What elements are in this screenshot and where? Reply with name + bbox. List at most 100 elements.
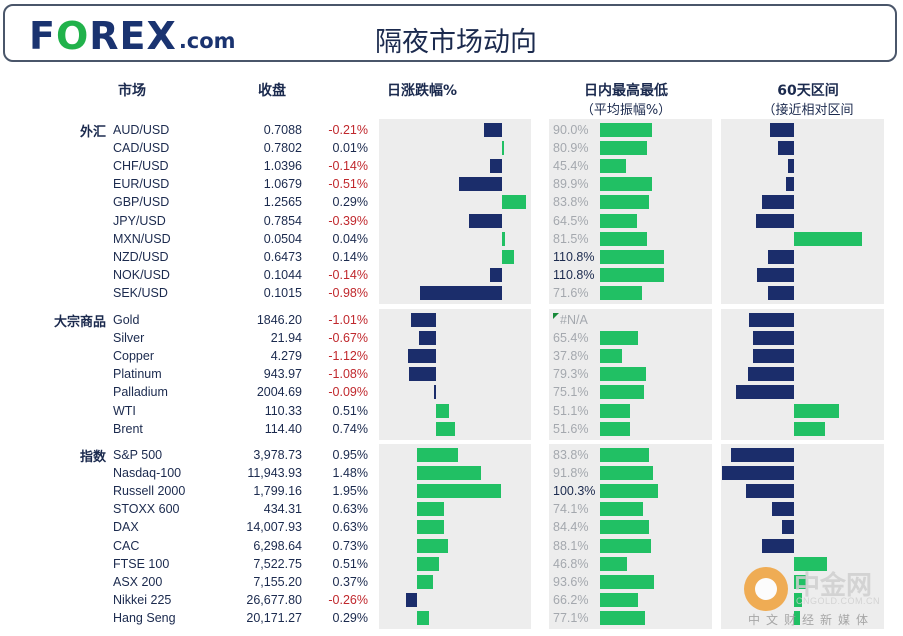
close-value: 943.97 xyxy=(263,367,302,382)
close-value: 1.2565 xyxy=(263,195,302,210)
logo-suffix: .com xyxy=(178,29,236,53)
instrument-name: ASX 200 xyxy=(113,574,163,589)
close-value: 1.0679 xyxy=(263,177,302,192)
table-row: Nikkei 225 26,677.80 -0.26% 66.2% xyxy=(0,591,903,609)
range60-bar xyxy=(736,385,794,400)
daily-change-bar xyxy=(484,123,502,137)
daily-change-value: 0.04% xyxy=(332,231,368,246)
intraday-range-value: 88.1% xyxy=(553,538,589,553)
daily-change-value: -0.98% xyxy=(328,285,368,300)
intraday-range-value: 110.8% xyxy=(553,267,595,282)
intraday-range-bar xyxy=(600,177,653,192)
intraday-range-value: 66.2% xyxy=(553,592,589,607)
range60-panel xyxy=(721,119,884,304)
intraday-range-value: 91.8% xyxy=(553,466,589,481)
instrument-name: NZD/USD xyxy=(113,249,169,264)
table-row: STOXX 600 434.31 0.63% 74.1% xyxy=(0,500,903,518)
daily-change-bar xyxy=(502,141,504,156)
daily-change-bar xyxy=(417,484,501,499)
instrument-name: Hang Seng xyxy=(113,610,176,625)
instrument-name: S&P 500 xyxy=(113,448,163,462)
daily-change-bar xyxy=(459,177,502,192)
intraday-range-value: 83.8% xyxy=(553,448,589,462)
instrument-name: Copper xyxy=(113,349,154,364)
instrument-name: Nasdaq-100 xyxy=(113,466,182,481)
daily-change-panel xyxy=(379,309,531,440)
column-subheader-range60: （接近相对区间 xyxy=(762,103,854,118)
daily-change-value: -0.14% xyxy=(328,267,368,282)
range60-bar xyxy=(767,285,794,300)
intraday-range-value: 90.0% xyxy=(553,123,589,137)
close-value: 1.0396 xyxy=(263,159,302,174)
range60-bar xyxy=(786,177,794,192)
forex-logo[interactable]: FOREX .com xyxy=(29,16,236,56)
daily-change-value: 0.51% xyxy=(332,556,368,571)
intraday-range-bar xyxy=(600,141,647,156)
daily-change-value: 0.74% xyxy=(332,421,368,436)
close-value: 434.31 xyxy=(263,502,302,517)
close-value: 7,522.75 xyxy=(253,556,302,571)
close-value: 4.279 xyxy=(270,349,302,364)
range60-bar xyxy=(753,349,794,364)
daily-change-bar xyxy=(502,231,506,246)
category-label: 外汇 xyxy=(79,125,106,140)
table-row: Hang Seng 20,171.27 0.29% 77.1% xyxy=(0,609,903,627)
daily-change-bar xyxy=(502,195,527,210)
table-row: NOK/USD 0.1044 -0.14% 110.8% xyxy=(0,266,903,284)
intraday-range-value: 110.8% xyxy=(553,249,595,264)
daily-change-bar xyxy=(410,313,436,327)
intraday-range-value: 75.1% xyxy=(553,385,589,400)
daily-change-bar xyxy=(490,267,502,282)
table-row: Silver 21.94 -0.67% 65.4% xyxy=(0,329,903,347)
daily-change-bar xyxy=(436,421,455,436)
close-value: 2004.69 xyxy=(256,385,302,400)
daily-change-bar xyxy=(417,556,439,571)
column-header-market: 市场 xyxy=(118,83,146,99)
category-label: 指数 xyxy=(79,450,106,465)
instrument-name: Silver xyxy=(113,331,145,346)
daily-change-value: 1.95% xyxy=(332,484,368,499)
intraday-range-bar xyxy=(600,231,648,246)
range60-bar xyxy=(747,367,794,382)
range60-bar xyxy=(794,592,802,607)
daily-change-value: -1.12% xyxy=(328,349,368,364)
column-header-daily-change: 日涨跌幅% xyxy=(386,83,458,99)
daily-change-bar xyxy=(408,349,436,364)
instrument-name: SEK/USD xyxy=(113,285,168,300)
close-value: 1,799.16 xyxy=(253,484,302,499)
intraday-range-bar xyxy=(600,520,649,535)
daily-change-bar xyxy=(419,285,502,300)
instrument-name: GBP/USD xyxy=(113,195,170,210)
daily-change-bar xyxy=(417,448,458,462)
daily-change-value: 0.29% xyxy=(332,195,368,210)
daily-change-value: -0.09% xyxy=(328,385,368,400)
table-row: GBP/USD 1.2565 0.29% 83.8% xyxy=(0,193,903,211)
intraday-range-bar xyxy=(600,448,649,462)
table-row: SEK/USD 0.1015 -0.98% 71.6% xyxy=(0,284,903,302)
intraday-range-value: 64.5% xyxy=(553,213,589,228)
table-row: AUD/USD 0.7088 -0.21% 90.0% xyxy=(0,121,903,139)
close-value: 7,155.20 xyxy=(253,574,302,589)
close-value: 11,943.93 xyxy=(247,466,302,481)
table-row: MXN/USD 0.0504 0.04% 81.5% xyxy=(0,230,903,248)
intraday-range-bar xyxy=(600,123,653,137)
intraday-range-bar xyxy=(600,592,639,607)
daily-change-value: -0.21% xyxy=(328,123,368,137)
range60-bar xyxy=(778,141,794,156)
table-row: Copper 4.279 -1.12% 37.8% xyxy=(0,347,903,365)
intraday-range-value: 80.9% xyxy=(553,141,589,156)
intraday-range-value: 46.8% xyxy=(553,556,589,571)
instrument-name: WTI xyxy=(113,403,136,418)
intraday-range-value: 89.9% xyxy=(553,177,589,192)
range60-bar xyxy=(767,249,794,264)
close-value: 20,171.27 xyxy=(246,610,302,625)
watermark-name: 中金网 xyxy=(794,571,873,601)
column-header-close: 收盘 xyxy=(258,83,286,99)
daily-change-value: 0.14% xyxy=(332,249,368,264)
watermark: 中金网 CNGOLD.COM.CN 中文财经新媒体 xyxy=(744,563,894,633)
header-box: FOREX .com 隔夜市场动向 xyxy=(3,4,897,62)
table-row: FTSE 100 7,522.75 0.51% 46.8% xyxy=(0,555,903,573)
daily-change-value: 0.37% xyxy=(332,574,368,589)
daily-change-value: 0.73% xyxy=(332,538,368,553)
range60-bar xyxy=(794,610,801,625)
